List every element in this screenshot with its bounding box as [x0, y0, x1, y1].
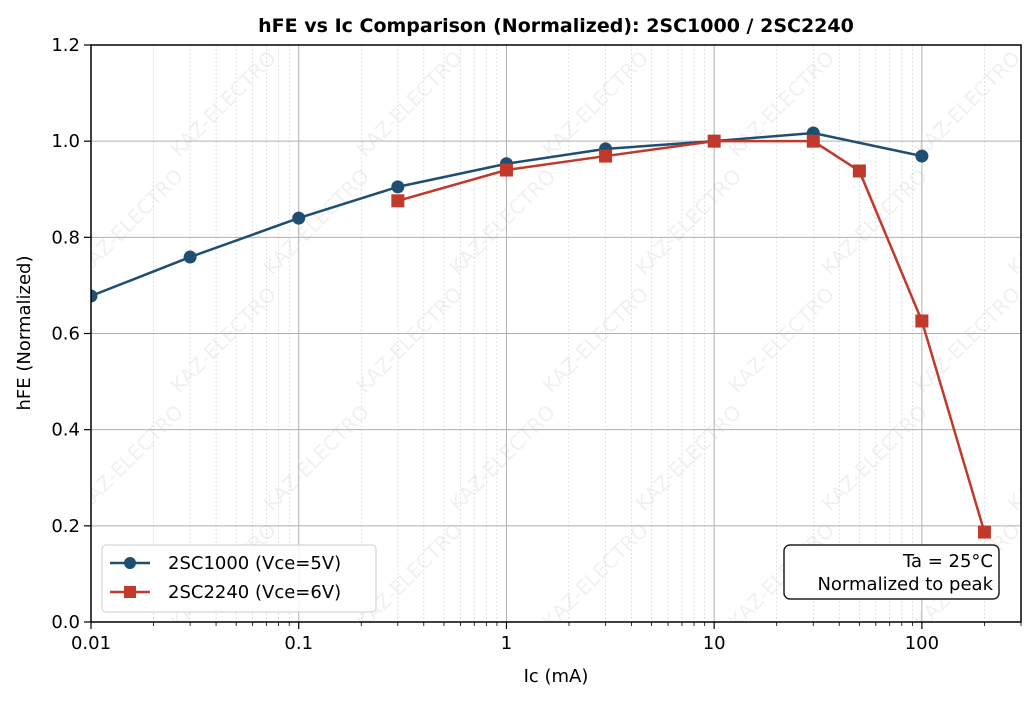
x-tick-label: 1: [501, 633, 512, 654]
legend-label: 2SC2240 (Vce=6V): [168, 582, 341, 603]
y-tick-label: 0.4: [51, 420, 80, 441]
legend-label: 2SC1000 (Vce=5V): [168, 553, 341, 574]
watermark-text: KAZ-ELECTRO: [1003, 164, 1036, 279]
axis-ticks: 0.01 0.1 1 10 100 0.0 0.2 0.4 0.6 0.8 1.0 1.2: [51, 35, 1022, 654]
x-axis-label: Ic (mA): [524, 666, 589, 687]
data-point-2: [977, 525, 991, 539]
watermark-text: KAZ-ELECTRO: [352, 46, 467, 161]
x-tick-label: 100: [905, 633, 939, 654]
data-point-1: [292, 211, 306, 225]
watermark-text: KAZ-ELECTRO: [73, 0, 188, 44]
x-tick-label: 10: [703, 633, 726, 654]
data-point-2: [499, 163, 513, 177]
watermark-text: KAZ-ELECTRO: [538, 46, 653, 161]
data-point-1: [183, 250, 197, 264]
watermark-text: KAZ-ELECTRO: [631, 400, 746, 515]
watermark-text: KAZ-ELECTRO: [538, 518, 653, 633]
series-layer: [91, 126, 991, 539]
data-point-2: [806, 134, 820, 148]
watermark-text: KAZ-ELECTRO: [631, 164, 746, 279]
watermark-text: KAZ-ELECTRO: [73, 164, 188, 279]
legend-entry-2sc1000: 2SC1000 (Vce=5V): [110, 553, 341, 574]
x-tick-label: 0.01: [71, 633, 111, 654]
watermark-text: KAZ-ELECTRO: [724, 46, 839, 161]
watermark-text: KAZ-ELECTRO: [817, 400, 932, 515]
watermark-text: KAZ-ELECTRO: [445, 400, 560, 515]
watermark-text: KAZ-ELECTRO: [0, 518, 95, 633]
y-tick-label: 1.0: [51, 131, 80, 152]
annotation-box: Ta = 25°C Normalized to peak: [783, 544, 1000, 600]
watermark-text: KAZ-ELECTRO: [0, 46, 95, 161]
data-point-2: [852, 164, 866, 178]
watermark-text: KAZ-ELECTRO: [910, 46, 1025, 161]
y-tick-label: 0.0: [51, 612, 80, 633]
legend-entry-2sc2240: 2SC2240 (Vce=6V): [110, 582, 341, 603]
watermark-text: KAZ-ELECTRO: [352, 282, 467, 397]
watermark-text: KAZ-ELECTRO: [724, 282, 839, 397]
y-axis-label: hFE (Normalized): [14, 256, 35, 411]
y-tick-label: 1.2: [51, 35, 80, 56]
y-tick-label: 0.6: [51, 324, 80, 345]
watermark-text: KAZ-ELECTRO: [1003, 400, 1036, 515]
watermark-text: KAZ-ELECTRO: [166, 282, 281, 397]
watermark-text: KAZ-ELECTRO: [538, 282, 653, 397]
watermark-text: KAZ-ELECTRO: [0, 164, 2, 279]
legend: 2SC1000 (Vce=5V) 2SC2240 (Vce=6V): [101, 544, 377, 613]
watermark-text: KAZ-ELECTRO: [73, 400, 188, 515]
y-tick-label: 0.8: [51, 227, 80, 248]
series-line-2: [397, 139, 986, 533]
watermark-layer: KAZ-ELECTROKAZ-ELECTROKAZ-ELECTROKAZ-ELE…: [0, 0, 1036, 633]
watermark-text: KAZ-ELECTRO: [817, 164, 932, 279]
annotation-line-2: Normalized to peak: [817, 574, 993, 595]
watermark-text: KAZ-ELECTRO: [166, 46, 281, 161]
grid: [90, 44, 1022, 623]
y-tick-label: 0.2: [51, 516, 80, 537]
watermark-text: KAZ-ELECTRO: [0, 0, 2, 44]
data-point-2: [599, 149, 613, 163]
data-point-2: [391, 194, 405, 208]
data-point-2: [915, 314, 929, 328]
chart-title: hFE vs Ic Comparison (Normalized): 2SC10…: [258, 15, 854, 37]
watermark-text: KAZ-ELECTRO: [1003, 0, 1036, 44]
data-point-1: [915, 149, 929, 163]
data-point-2: [707, 134, 721, 148]
watermark-text: KAZ-ELECTRO: [0, 400, 2, 515]
data-point-1: [391, 180, 405, 194]
watermark-text: KAZ-ELECTRO: [259, 164, 374, 279]
annotation-line-1: Ta = 25°C: [902, 551, 993, 572]
data-point-1: [91, 289, 98, 303]
x-tick-label: 0.1: [284, 633, 313, 654]
watermark-text: KAZ-ELECTRO: [259, 400, 374, 515]
